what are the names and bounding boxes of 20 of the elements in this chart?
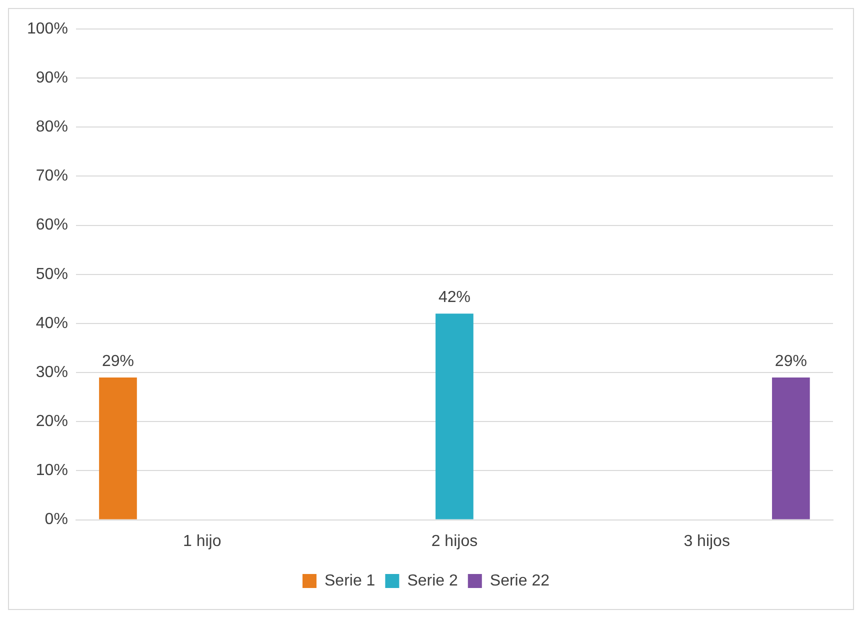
x-tick-label: 3 hijos [684,532,730,550]
data-label: 42% [438,289,470,306]
y-tick-label: 100% [27,20,68,38]
y-tick-label: 70% [36,168,68,185]
x-tick-label: 1 hijo [182,532,222,550]
legend-label: Serie 1 [324,572,376,590]
y-tick-label: 10% [36,462,68,480]
y-tick-label: 0% [44,511,68,528]
data-label: 29% [774,352,807,370]
y-tick-label: 20% [36,413,68,430]
data-label: 29% [102,352,134,370]
y-tick-label: 30% [36,364,68,381]
y-tick-label: 80% [36,118,68,136]
y-tick-label: 50% [36,266,68,283]
y-tick-label: 90% [36,69,68,86]
x-tick-label: 2 hijos [431,532,478,550]
legend-label: Serie 2 [407,572,458,590]
y-tick-label: 40% [36,314,68,332]
y-tick-label: 60% [36,216,68,234]
legend-label: Serie 22 [490,572,550,590]
